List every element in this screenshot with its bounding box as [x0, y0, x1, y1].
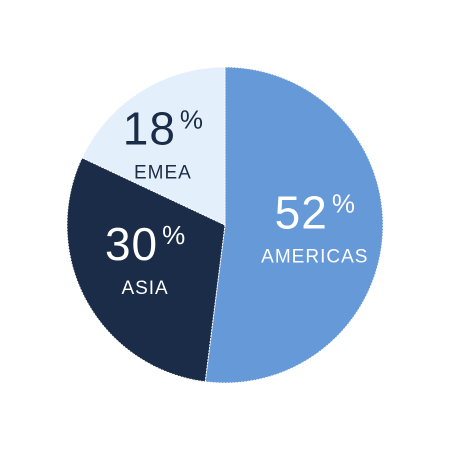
slice-percent-label: 52% — [275, 187, 355, 239]
slice-category-label: EMEA — [134, 163, 192, 184]
slice-category-label: ASIA — [121, 278, 168, 299]
pie-labels: 52 % AMERICAS 30 % ASIA 18 % EMEA — [105, 103, 368, 299]
pie-slice-americas — [204, 66, 384, 384]
slice-percent-label: 18% — [123, 103, 203, 155]
slice-percent-label: 30% — [105, 218, 185, 270]
pie-slices — [66, 66, 384, 384]
pie-slice-emea — [81, 66, 226, 226]
pie-slice-asia — [66, 157, 226, 383]
slice-category-label: AMERICAS — [261, 247, 368, 268]
